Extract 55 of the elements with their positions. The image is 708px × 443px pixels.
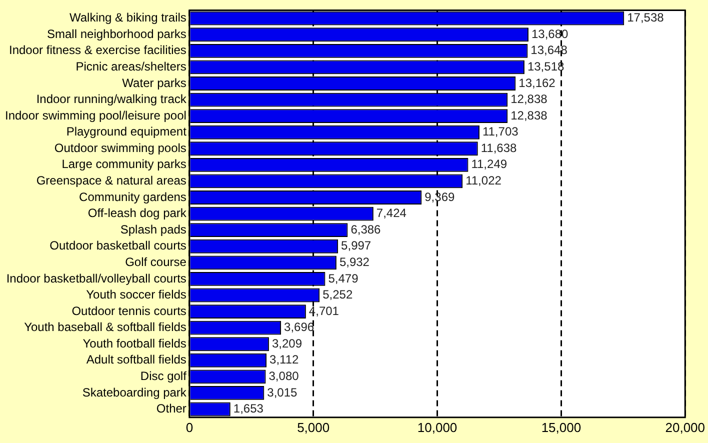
y-tick-label: Playground equipment	[66, 124, 188, 139]
y-tick-label: Greenspace & natural areas	[36, 174, 186, 188]
data-label: 13,648	[530, 43, 568, 58]
data-label: 5,997	[341, 238, 372, 253]
x-tick-label: 20,000	[665, 420, 705, 435]
data-label: 11,022	[466, 174, 502, 188]
x-tick-label: 5,000	[297, 420, 330, 435]
data-label: 12,838	[510, 92, 548, 106]
y-tick-label: Adult softball fields	[86, 352, 186, 367]
y-tick-label: Youth soccer fields	[86, 288, 186, 302]
x-tick-label: 15,000	[541, 420, 582, 435]
data-label: 13,680	[531, 26, 569, 41]
y-tick-label: Youth football fields	[82, 336, 186, 350]
data-label: 5,479	[328, 271, 359, 286]
y-tick-label: Outdoor basketball courts	[50, 238, 186, 253]
data-label: 3,015	[267, 385, 298, 400]
data-label: 11,638	[480, 140, 518, 155]
data-label: 3,209	[272, 336, 302, 350]
x-tick-label: 10,000	[417, 420, 458, 435]
data-label: 4,701	[308, 304, 340, 318]
y-tick-label: Splash pads	[120, 222, 186, 236]
data-label: 12,838	[510, 108, 548, 122]
y-tick-label: Indoor fitness & exercise facilities	[9, 43, 186, 58]
data-label: 5,932	[339, 254, 370, 269]
y-tick-label: Community gardens	[79, 190, 186, 204]
data-label: 5,252	[322, 288, 353, 302]
data-label: 17,538	[627, 10, 664, 25]
y-tick-label: Large community parks	[62, 157, 186, 172]
y-tick-label: Outdoor swimming pools	[54, 140, 186, 155]
y-tick-label: Picnic areas/shelters	[76, 60, 186, 74]
y-tick-label: Indoor running/walking track	[36, 92, 188, 106]
data-label: 3,112	[270, 352, 300, 367]
y-tick-label: Other	[156, 402, 186, 416]
y-tick-label: Youth baseball & softball fields	[24, 320, 186, 334]
y-tick-label: Disc golf	[140, 368, 188, 383]
data-label: 13,162	[518, 76, 556, 90]
data-label: 9,369	[424, 190, 455, 204]
y-tick-label: Walking & biking trails	[69, 10, 186, 25]
data-label: 3,696	[284, 320, 314, 334]
y-tick-label: Water parks	[122, 76, 186, 90]
data-label: 11,249	[471, 157, 508, 172]
data-label: 7,424	[376, 206, 407, 220]
data-label: 11,703	[482, 124, 519, 139]
data-label: 1,653	[233, 402, 264, 416]
data-label: 13,518	[527, 60, 564, 74]
y-tick-label: Outdoor tennis courts	[72, 304, 186, 318]
x-tick-label: 0	[186, 420, 194, 435]
y-tick-label: Golf course	[125, 254, 187, 269]
y-tick-label: Off-leash dog park	[88, 206, 188, 220]
y-tick-label: Indoor basketball/volleyball courts	[6, 271, 186, 286]
data-label: 6,386	[350, 222, 382, 236]
y-tick-label: Indoor swimming pool/leisure pool	[4, 108, 186, 122]
data-label: 3,080	[268, 368, 300, 383]
y-tick-label: Small neighborhood parks	[47, 26, 186, 41]
y-tick-label: Skateboarding park	[82, 385, 188, 400]
